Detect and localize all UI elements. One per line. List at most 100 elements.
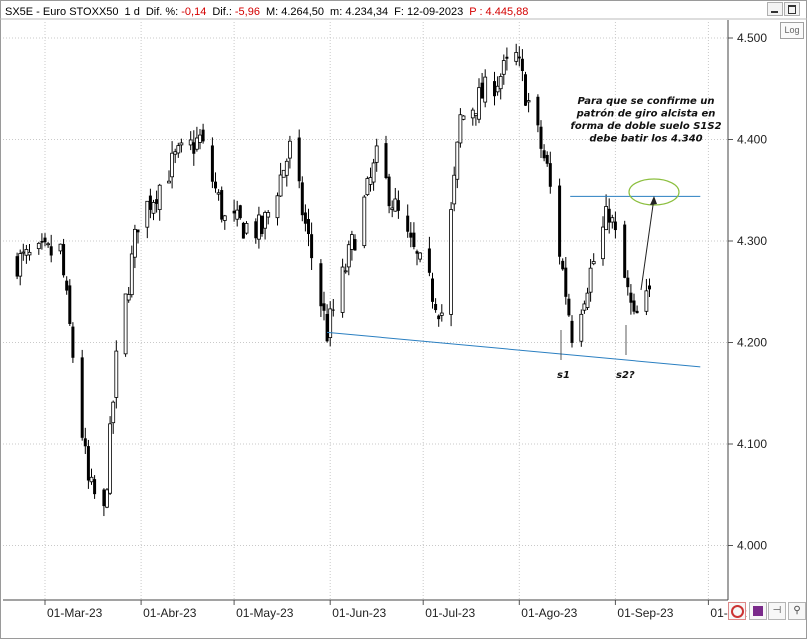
candle-body-down: [623, 224, 627, 278]
diff-pct-label: Dif. %:: [146, 6, 178, 18]
candle: [415, 249, 419, 266]
candle: [548, 151, 552, 194]
candle: [136, 229, 140, 244]
settings-button[interactable]: [728, 602, 746, 620]
candle: [86, 439, 90, 489]
annotation-note: Para que se confirme un patrón de giro al…: [570, 96, 721, 145]
minimize-button[interactable]: [767, 2, 783, 16]
candle: [390, 200, 395, 218]
candle: [409, 222, 413, 248]
candle-body-down: [564, 267, 568, 297]
projection-arrow: [640, 197, 655, 291]
candle-body-down: [480, 82, 484, 99]
candle-body-down: [626, 277, 630, 288]
candle: [328, 301, 333, 347]
candle: [607, 198, 611, 234]
candle-body-up: [477, 87, 481, 120]
price-label: P : 4.445,88: [469, 6, 528, 18]
candle: [176, 142, 181, 158]
candlesticks: [15, 43, 651, 517]
candle-body-up: [483, 76, 488, 103]
candle-body-up: [418, 252, 423, 260]
candle-body-down: [238, 205, 242, 219]
candle: [27, 244, 32, 261]
candle: [148, 188, 152, 219]
candle: [517, 46, 521, 67]
candle: [49, 234, 53, 263]
candle-body-down: [415, 251, 419, 254]
candle: [210, 137, 214, 189]
candle: [198, 129, 202, 150]
candle: [498, 73, 503, 100]
y-tick-label: 4.200: [737, 336, 767, 350]
candle-body-down: [300, 182, 304, 216]
candle-body-up: [222, 215, 227, 221]
candle: [626, 270, 630, 296]
candle: [545, 151, 549, 167]
candle-body-down: [632, 300, 636, 312]
candle-body-up: [585, 292, 590, 308]
candle-body-up: [644, 290, 649, 312]
candle-body-down: [396, 200, 400, 211]
candle: [194, 126, 199, 152]
candle-body-down: [607, 208, 611, 223]
candle-body-up: [151, 202, 156, 214]
candle: [300, 176, 304, 222]
candle: [155, 190, 159, 213]
candle: [623, 220, 627, 279]
candle-body-up: [579, 313, 584, 342]
candle: [579, 309, 584, 347]
candle: [281, 169, 286, 178]
candle: [439, 304, 444, 322]
candle-body-down: [15, 256, 19, 277]
candle-body-up: [284, 160, 289, 176]
candle: [632, 293, 636, 315]
candle: [588, 258, 593, 302]
candle: [310, 222, 314, 270]
candle-body-down: [520, 58, 524, 72]
candle: [319, 259, 323, 317]
candle-body-down: [493, 81, 496, 97]
log-scale-button[interactable]: Log: [780, 22, 804, 39]
candle-body-up: [514, 52, 519, 62]
y-tick-label: 4.400: [737, 133, 767, 147]
pin-button[interactable]: ⊣: [768, 602, 786, 620]
candle: [170, 141, 175, 189]
candle-body-up: [111, 401, 116, 424]
zoom-button[interactable]: ⚲: [788, 602, 806, 620]
candle-body-down: [68, 285, 72, 324]
candle: [629, 284, 633, 315]
candle-body-down: [260, 215, 264, 234]
candle-body-up: [374, 145, 379, 163]
candle: [610, 214, 615, 229]
save-button[interactable]: [749, 602, 767, 620]
candle-body-down: [629, 292, 633, 303]
candle: [83, 427, 87, 455]
candle: [167, 170, 171, 184]
candle-body-up: [256, 214, 261, 240]
candle-body-down: [192, 142, 196, 154]
candle: [129, 245, 134, 298]
candle-body-up: [371, 162, 376, 183]
candle: [65, 276, 69, 295]
candle: [514, 43, 519, 66]
drawing-objects[interactable]: [327, 178, 701, 368]
candle: [126, 286, 131, 303]
candle: [418, 252, 423, 263]
candle: [449, 202, 454, 327]
candle-body-up: [458, 114, 463, 144]
candle-body-down: [232, 210, 236, 214]
candle: [437, 314, 441, 327]
candle-body-up: [46, 243, 50, 246]
diff-pct-value: -0,14: [181, 6, 206, 18]
candle-body-up: [129, 253, 134, 296]
x-tick-label: 01-Abr-23: [143, 606, 197, 620]
candle-body-down: [303, 212, 307, 224]
max-label: M: 4.264,50: [266, 6, 324, 18]
candle-body-down: [307, 219, 310, 235]
candle: [307, 208, 310, 247]
candle: [393, 187, 398, 212]
maximize-button[interactable]: [784, 2, 800, 16]
